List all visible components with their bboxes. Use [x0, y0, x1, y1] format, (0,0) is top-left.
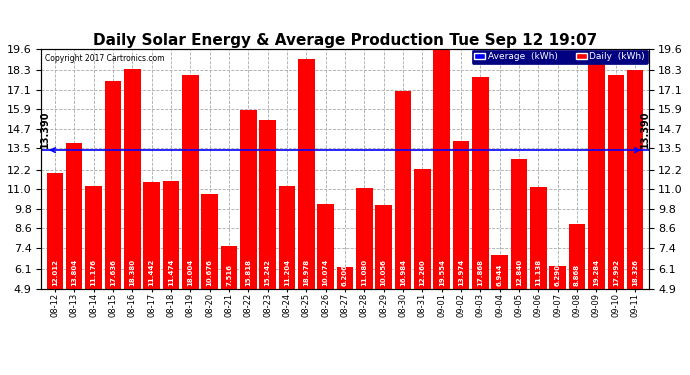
- Text: 15.818: 15.818: [246, 259, 251, 286]
- Text: 13.390: 13.390: [640, 110, 650, 148]
- Text: Copyright 2017 Cartronics.com: Copyright 2017 Cartronics.com: [46, 54, 165, 63]
- Text: 6.206: 6.206: [342, 264, 348, 286]
- Text: 17.636: 17.636: [110, 260, 116, 286]
- Text: 6.944: 6.944: [497, 264, 503, 286]
- Legend: Average  (kWh), Daily  (kWh): Average (kWh), Daily (kWh): [472, 50, 648, 64]
- Bar: [144, 182, 160, 289]
- Bar: [66, 143, 83, 289]
- Bar: [453, 141, 469, 289]
- Bar: [86, 186, 102, 289]
- Text: 18.380: 18.380: [129, 259, 135, 286]
- Bar: [607, 75, 624, 289]
- Text: 7.516: 7.516: [226, 264, 232, 286]
- Text: 8.868: 8.868: [574, 264, 580, 286]
- Text: 11.080: 11.080: [362, 259, 367, 286]
- Bar: [433, 50, 450, 289]
- Bar: [356, 188, 373, 289]
- Bar: [511, 159, 527, 289]
- Bar: [279, 186, 295, 289]
- Bar: [530, 187, 546, 289]
- Text: 13.804: 13.804: [71, 259, 77, 286]
- Bar: [259, 120, 276, 289]
- Text: 11.176: 11.176: [90, 259, 97, 286]
- Text: 17.992: 17.992: [613, 259, 619, 286]
- Bar: [240, 111, 257, 289]
- Bar: [47, 172, 63, 289]
- Bar: [337, 267, 353, 289]
- Text: 11.474: 11.474: [168, 259, 174, 286]
- Bar: [221, 246, 237, 289]
- Text: 11.138: 11.138: [535, 259, 542, 286]
- Text: 18.326: 18.326: [632, 260, 638, 286]
- Bar: [201, 195, 218, 289]
- Text: 17.868: 17.868: [477, 259, 484, 286]
- Text: 10.676: 10.676: [206, 260, 213, 286]
- Text: 11.204: 11.204: [284, 259, 290, 286]
- Text: 18.978: 18.978: [304, 259, 309, 286]
- Bar: [588, 54, 604, 289]
- Bar: [395, 92, 411, 289]
- Text: 12.260: 12.260: [420, 260, 425, 286]
- Bar: [627, 69, 643, 289]
- Text: 16.984: 16.984: [400, 259, 406, 286]
- Text: 13.390: 13.390: [40, 110, 50, 148]
- Bar: [124, 69, 141, 289]
- Title: Daily Solar Energy & Average Production Tue Sep 12 19:07: Daily Solar Energy & Average Production …: [93, 33, 597, 48]
- Bar: [298, 59, 315, 289]
- Text: 12.840: 12.840: [516, 259, 522, 286]
- Bar: [491, 255, 508, 289]
- Text: 10.074: 10.074: [323, 259, 328, 286]
- Text: 18.004: 18.004: [187, 259, 193, 286]
- Bar: [549, 266, 566, 289]
- Bar: [472, 77, 489, 289]
- Bar: [317, 204, 334, 289]
- Text: 15.242: 15.242: [265, 260, 270, 286]
- Text: 10.056: 10.056: [381, 260, 386, 286]
- Text: 19.554: 19.554: [439, 259, 444, 286]
- Bar: [414, 169, 431, 289]
- Bar: [182, 75, 199, 289]
- Bar: [569, 224, 585, 289]
- Bar: [375, 205, 392, 289]
- Text: 12.012: 12.012: [52, 260, 58, 286]
- Bar: [163, 182, 179, 289]
- Text: 6.290: 6.290: [555, 264, 561, 286]
- Text: 19.284: 19.284: [593, 259, 600, 286]
- Text: 11.442: 11.442: [148, 259, 155, 286]
- Text: 13.974: 13.974: [458, 259, 464, 286]
- Bar: [105, 81, 121, 289]
